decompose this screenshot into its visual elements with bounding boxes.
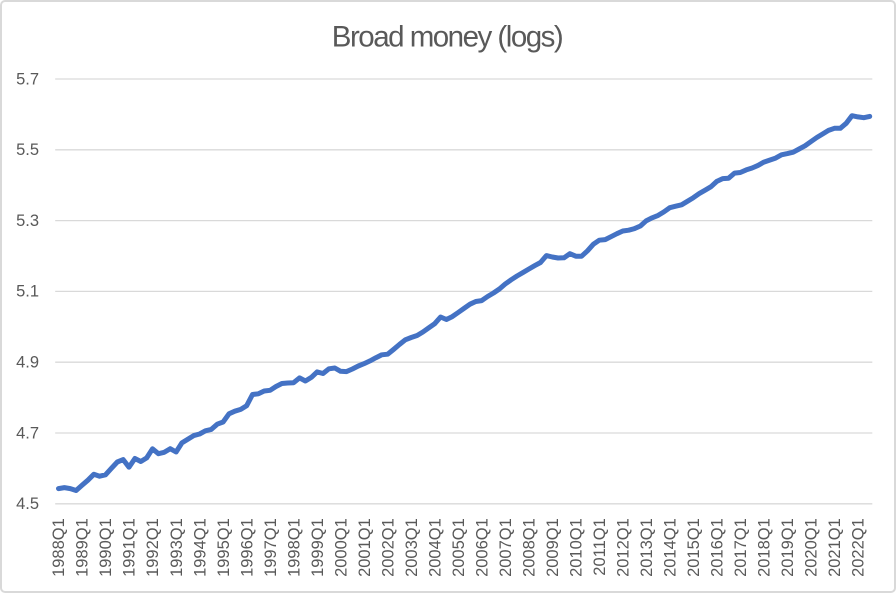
svg-text:1995Q1: 1995Q1 <box>215 518 233 577</box>
svg-text:5.5: 5.5 <box>16 141 39 159</box>
svg-text:2022Q1: 2022Q1 <box>850 518 868 577</box>
svg-text:2001Q1: 2001Q1 <box>356 518 374 577</box>
svg-text:2014Q1: 2014Q1 <box>662 518 680 577</box>
svg-text:1991Q1: 1991Q1 <box>121 518 139 577</box>
svg-text:2007Q1: 2007Q1 <box>497 518 515 577</box>
svg-text:2005Q1: 2005Q1 <box>450 518 468 577</box>
svg-text:4.5: 4.5 <box>16 495 39 513</box>
svg-text:2018Q1: 2018Q1 <box>756 518 774 577</box>
svg-text:1992Q1: 1992Q1 <box>144 518 162 577</box>
svg-text:2003Q1: 2003Q1 <box>403 518 421 577</box>
svg-text:1998Q1: 1998Q1 <box>285 518 303 577</box>
svg-text:2002Q1: 2002Q1 <box>379 518 397 577</box>
svg-text:2021Q1: 2021Q1 <box>826 518 844 577</box>
svg-text:4.7: 4.7 <box>16 424 39 442</box>
svg-text:5.7: 5.7 <box>16 70 39 88</box>
svg-text:2004Q1: 2004Q1 <box>426 518 444 577</box>
svg-text:2010Q1: 2010Q1 <box>568 518 586 577</box>
svg-text:2013Q1: 2013Q1 <box>638 518 656 577</box>
svg-text:2016Q1: 2016Q1 <box>709 518 727 577</box>
svg-text:4.9: 4.9 <box>16 354 39 372</box>
svg-text:1996Q1: 1996Q1 <box>238 518 256 577</box>
svg-text:2008Q1: 2008Q1 <box>520 518 538 577</box>
svg-text:2000Q1: 2000Q1 <box>332 518 350 577</box>
svg-text:1993Q1: 1993Q1 <box>168 518 186 577</box>
svg-text:2020Q1: 2020Q1 <box>803 518 821 577</box>
svg-text:2009Q1: 2009Q1 <box>544 518 562 577</box>
svg-text:2012Q1: 2012Q1 <box>615 518 633 577</box>
svg-text:1988Q1: 1988Q1 <box>50 518 68 577</box>
svg-text:2006Q1: 2006Q1 <box>473 518 491 577</box>
svg-text:1989Q1: 1989Q1 <box>74 518 92 577</box>
svg-text:1999Q1: 1999Q1 <box>309 518 327 577</box>
svg-text:2019Q1: 2019Q1 <box>779 518 797 577</box>
svg-text:Broad money (logs): Broad money (logs) <box>332 20 562 53</box>
svg-text:1994Q1: 1994Q1 <box>191 518 209 577</box>
svg-text:5.3: 5.3 <box>16 212 39 230</box>
svg-text:2015Q1: 2015Q1 <box>685 518 703 577</box>
svg-text:5.1: 5.1 <box>16 283 39 301</box>
svg-text:1990Q1: 1990Q1 <box>97 518 115 577</box>
svg-text:2011Q1: 2011Q1 <box>591 518 609 576</box>
svg-text:2017Q1: 2017Q1 <box>732 518 750 577</box>
svg-text:1997Q1: 1997Q1 <box>262 518 280 577</box>
